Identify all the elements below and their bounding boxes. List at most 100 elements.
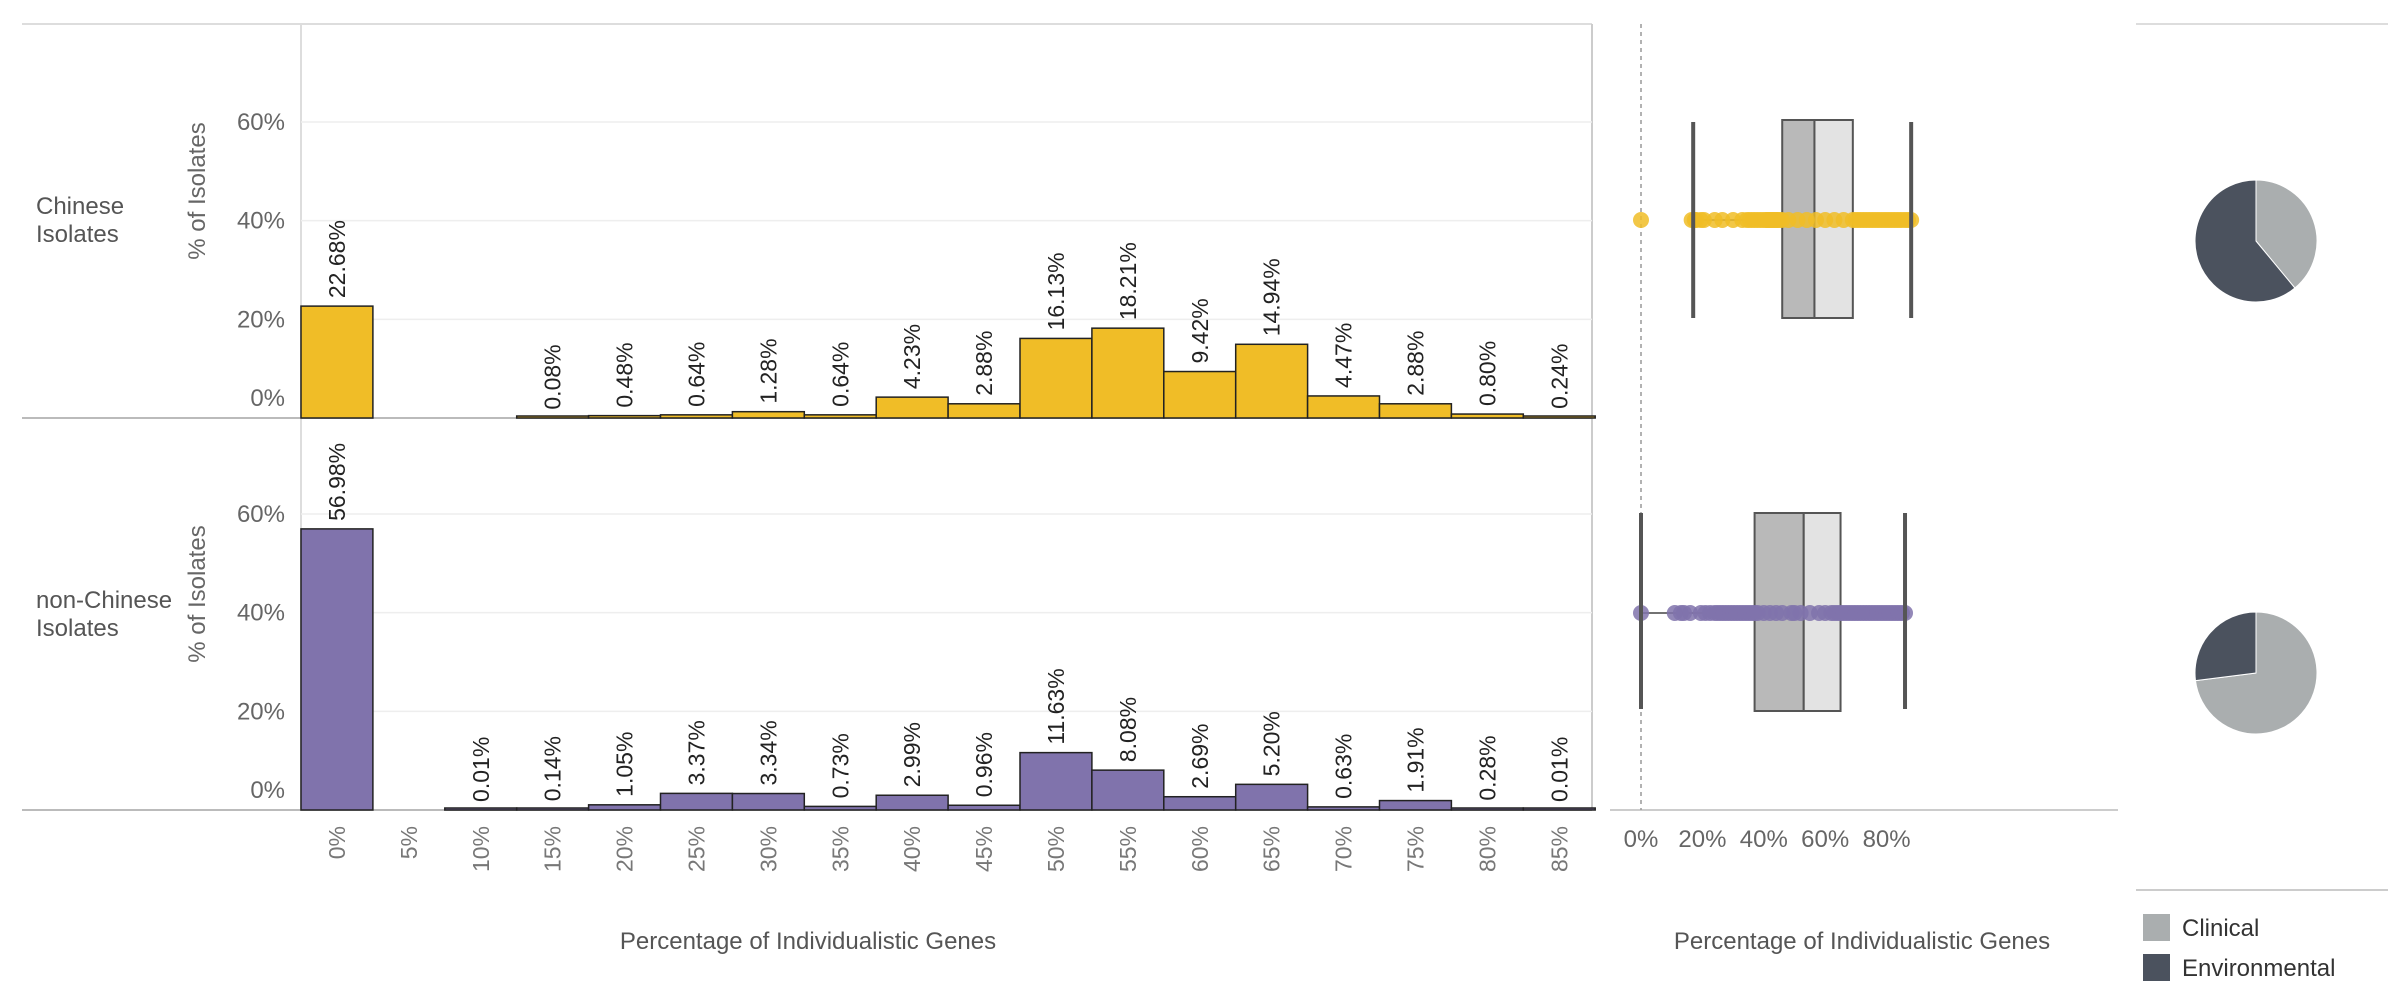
bar-value-label: 0.73% — [827, 733, 853, 798]
bar-value-label: 1.91% — [1402, 727, 1428, 792]
bar — [587, 414, 662, 419]
y-tick-label: 60% — [237, 501, 285, 528]
legend-swatch-environmental — [2143, 954, 2170, 981]
x-tick-label: 30% — [755, 826, 781, 872]
bar — [1450, 807, 1525, 811]
bar-value-label: 2.88% — [1402, 331, 1428, 396]
bar — [515, 807, 590, 811]
x-tick-label: 40% — [899, 826, 925, 872]
pie-legend — [2142, 887, 2400, 1000]
bar-value-label: 0.01% — [468, 737, 494, 802]
bar-value-label: 5.20% — [1259, 711, 1285, 776]
bar-value-label: 0.28% — [1474, 735, 1500, 800]
bar — [1378, 403, 1453, 419]
y-tick-label: 20% — [237, 306, 285, 333]
boxplot-row-2 — [1633, 512, 1914, 712]
bar — [875, 396, 949, 419]
x-tick-label: 10% — [468, 826, 494, 872]
bar — [803, 414, 877, 419]
legend-label-environmental: Environmental — [2182, 955, 2335, 982]
x-tick-label: 20% — [612, 826, 638, 872]
bar — [803, 805, 877, 811]
bar-value-label: 0.96% — [971, 732, 997, 797]
bar — [1091, 769, 1165, 811]
bar-value-label: 56.98% — [324, 443, 350, 521]
pie-slice-environmental — [2194, 611, 2257, 682]
row-label: non-Chinese Isolates — [36, 587, 172, 642]
bar-value-label: 2.69% — [1187, 724, 1213, 789]
bar-value-label: 3.34% — [755, 720, 781, 785]
x-tick-label: 85% — [1546, 826, 1572, 872]
box-x-tick-label: 80% — [1863, 826, 1911, 853]
bar-value-label: 14.94% — [1259, 258, 1285, 336]
bar — [1378, 799, 1453, 811]
y-tick-label: 20% — [237, 698, 285, 725]
pie-1 — [2194, 179, 2318, 303]
pie-2 — [2194, 611, 2318, 735]
box-x-tick-label: 60% — [1801, 826, 1849, 853]
bar-value-label: 9.42% — [1187, 298, 1213, 363]
bar-value-label: 0.64% — [683, 342, 709, 407]
x-tick-label: 15% — [540, 826, 566, 872]
legend-label-clinical: Clinical — [2182, 915, 2259, 942]
bar — [1522, 415, 1596, 419]
bar — [587, 804, 662, 811]
bar — [444, 807, 518, 811]
x-tick-label: 50% — [1043, 826, 1069, 872]
bar-value-label: 22.68% — [324, 220, 350, 298]
bar-value-label: 18.21% — [1115, 242, 1141, 320]
bar-value-label: 0.24% — [1546, 344, 1572, 409]
bar — [731, 410, 806, 419]
bar-value-label: 0.63% — [1331, 734, 1357, 799]
bar — [875, 794, 949, 811]
legend-swatch-clinical — [2143, 914, 2170, 941]
bar-value-label: 4.23% — [899, 324, 925, 389]
x-tick-label: 35% — [827, 826, 853, 872]
bar-value-label: 8.08% — [1115, 697, 1141, 762]
bar — [1522, 807, 1596, 811]
y-tick-label: 0% — [250, 777, 285, 804]
x-tick-label: 75% — [1402, 826, 1428, 872]
pie-slice-clinical — [2255, 179, 2318, 289]
box-x-tick-label: 40% — [1740, 826, 1788, 853]
boxplot-row-1 — [1633, 119, 1920, 319]
bar — [300, 528, 374, 811]
x-tick-label: 65% — [1259, 826, 1285, 872]
bar — [1019, 751, 1093, 811]
bar — [731, 792, 806, 811]
bar-value-label: 0.14% — [540, 736, 566, 801]
bar-value-label: 1.28% — [755, 338, 781, 403]
x-tick-label: 55% — [1115, 826, 1141, 872]
x-tick-label: 70% — [1331, 826, 1357, 872]
bar-value-label: 3.37% — [683, 720, 709, 785]
bar-value-label: 0.80% — [1474, 341, 1500, 406]
hist-row-1: 0% 20% 40% 60% % of Isolates Chinese Isolates 2… — [36, 109, 1596, 419]
bar — [515, 415, 590, 419]
bar — [300, 305, 374, 419]
x-tick-label: 25% — [683, 826, 709, 872]
bar — [1306, 395, 1381, 419]
bar — [1450, 413, 1525, 419]
bar — [1306, 806, 1381, 811]
box-x-tick-label: 20% — [1678, 826, 1726, 853]
x-tick-label: 5% — [396, 826, 422, 859]
x-tick-label: 0% — [324, 826, 350, 859]
pie-slice-environmental — [2194, 179, 2296, 303]
bar-value-label: 2.88% — [971, 331, 997, 396]
bar-value-label: 0.48% — [612, 342, 638, 407]
x-tick-label: 60% — [1187, 826, 1213, 872]
bar-value-label: 0.01% — [1546, 737, 1572, 802]
y-axis-title: % of Isolates — [184, 525, 211, 662]
bar — [1234, 343, 1309, 419]
data-point — [1633, 212, 1649, 228]
hist-row-2: 0% 20% 40% 60% % of Isolates non-Chinese Isola… — [36, 443, 1596, 811]
y-tick-label: 0% — [250, 385, 285, 412]
bar-value-label: 2.99% — [899, 722, 925, 787]
bar-value-label: 4.47% — [1331, 323, 1357, 388]
bar-value-label: 0.08% — [540, 344, 566, 409]
bar-value-label: 11.63% — [1043, 668, 1069, 744]
bar — [1091, 327, 1165, 419]
bar — [1163, 795, 1237, 811]
y-tick-label: 60% — [237, 109, 285, 136]
